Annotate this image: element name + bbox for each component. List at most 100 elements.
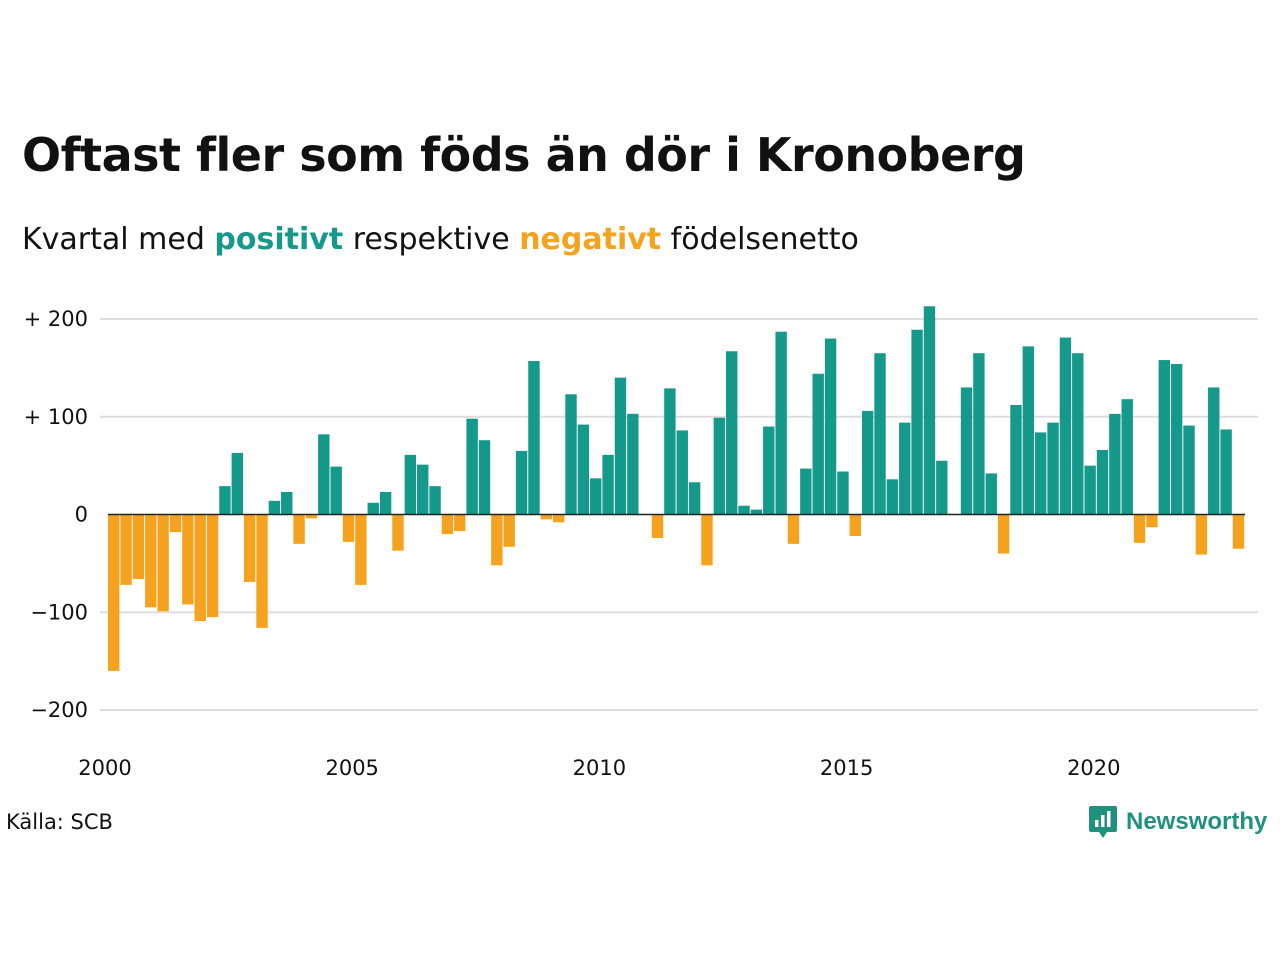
bar-positive [713,417,726,515]
bar-negative [305,514,318,519]
bar-negative [701,514,713,566]
bar-negative [169,514,182,533]
bar-positive [577,424,590,515]
bar-negative [132,514,145,580]
bar-positive [379,492,392,515]
bar-negative [491,514,503,566]
bar-positive [590,478,602,515]
subtitle-middle: respektive [343,222,520,257]
newsworthy-logo: Newsworthy [1088,804,1267,840]
bar-negative [441,514,454,535]
bar-positive [1121,399,1133,515]
bar-negative [849,514,861,537]
bar-positive [318,434,330,515]
bar-positive [750,509,763,515]
bar-negative [1195,514,1208,555]
bar-positive [515,450,528,515]
subtitle-positive-label: positivt [214,222,344,257]
bar-positive [281,492,293,515]
newsworthy-logo-icon [1089,806,1117,838]
bar-negative [392,514,404,551]
y-tick-label: −200 [30,698,88,722]
bar-positive [417,464,429,515]
bar-positive [676,430,688,515]
y-tick-label: + 200 [24,307,88,331]
newsworthy-logo-text: Newsworthy [1126,808,1268,835]
bar-positive [973,353,985,515]
bar-positive [478,440,491,515]
bar-negative [454,514,466,532]
bar-positive [1220,429,1232,515]
bar-negative [256,514,268,628]
bar-positive [664,388,676,515]
subtitle-negative-label: negativt [519,222,662,257]
bar-positive [466,418,478,515]
y-tick-label: 0 [75,503,88,527]
bar-negative [145,514,157,608]
source-note: Källa: SCB [6,810,113,834]
bar-positive [899,422,911,515]
bar-positive [763,426,775,515]
bar-positive [886,479,899,515]
bar-positive [923,306,936,515]
bar-positive [1096,449,1109,515]
bar-negative [1133,514,1146,543]
subtitle-prefix: Kvartal med [22,222,215,257]
bar-positive [1010,405,1022,515]
bar-negative [342,514,355,542]
chart-subtitle: Kvartal med positivt respektive negativt… [22,222,859,257]
bar-negative [293,514,305,544]
bar-positive [1158,360,1170,515]
bar-positive [1047,422,1059,515]
chart-title: Oftast fler som föds än dör i Kronoberg [22,128,1026,182]
bar-positive [1109,413,1121,515]
bar-positive [775,331,787,515]
bar-positive [1059,337,1072,515]
y-axis-labels: + 200 + 100 0 −100 −200 [24,307,88,722]
bar-positive [824,338,837,515]
bar-positive [837,471,849,515]
bar-negative [540,514,552,520]
bar-positive [874,353,886,515]
bar-positive [911,329,923,515]
bar-positive [330,466,342,515]
bar-negative [997,514,1010,554]
bar-positive [367,502,379,515]
bar-positive [429,486,441,515]
bar-positive [861,410,874,515]
bar-positive [627,413,639,515]
x-tick-label: 2015 [820,756,873,780]
bar-negative [355,514,367,585]
bar-positive [812,373,824,515]
bar-positive [1035,432,1047,515]
bar-negative [120,514,132,585]
bar-chart: + 200 + 100 0 −100 −200 2000 2005 2010 2015 2020 [24,306,1258,780]
bar-negative [194,514,206,622]
bar-positive [602,454,614,515]
bar-positive [565,394,577,515]
bar-negative [182,514,194,605]
subtitle-suffix: födelsenetto [661,222,859,257]
bar-negative [243,514,256,582]
bar-negative [1146,514,1158,528]
bar-positive [268,500,281,515]
bar-positive [1084,465,1096,515]
bar-positive [936,460,948,515]
bar-positive [985,473,997,515]
bar-positive [231,452,243,515]
y-tick-label: −100 [30,600,88,624]
bar-positive [1072,353,1084,515]
bar-negative [503,514,515,547]
x-tick-label: 2005 [325,756,378,780]
bar-positive [726,351,738,515]
bar-positive [528,361,540,515]
bars [108,306,1245,671]
bar-negative [787,514,800,544]
bar-positive [1208,387,1220,515]
bar-positive [800,468,812,515]
y-tick-label: + 100 [24,405,88,429]
bar-positive [614,377,627,515]
bar-negative [651,514,664,538]
x-tick-label: 2000 [78,756,131,780]
bar-negative [157,514,169,612]
